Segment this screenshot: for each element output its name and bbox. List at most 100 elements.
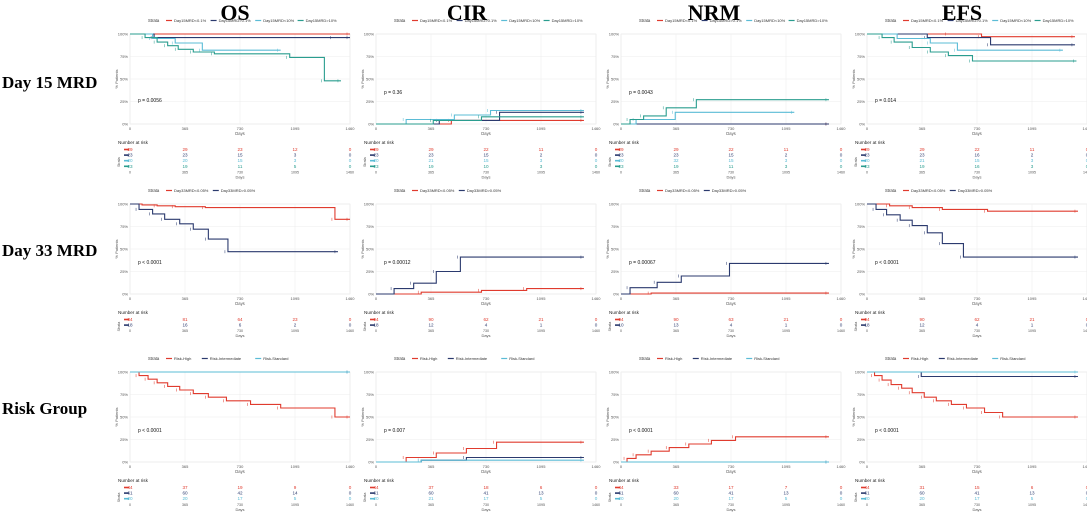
- y-tick-label: 0%: [613, 122, 619, 127]
- risk-count: 0: [1086, 164, 1087, 169]
- risk-count: 0: [595, 317, 598, 322]
- risk-x-label: Days: [235, 174, 244, 179]
- y-axis-label: % Patients: [851, 239, 856, 258]
- risk-x-tick: 0: [375, 170, 377, 174]
- y-tick-label: 0%: [613, 292, 619, 297]
- risk-count: 3: [785, 164, 788, 169]
- risk-count: 0: [595, 164, 598, 169]
- risk-x-label: Days: [235, 507, 244, 512]
- x-tick-label: 0: [866, 126, 869, 131]
- x-tick-label: 730: [483, 126, 490, 131]
- risk-count: 60: [673, 491, 679, 496]
- x-tick-label: 365: [428, 296, 435, 301]
- legend-strata-label: Strata: [148, 188, 160, 193]
- km-panel-1-2: Strata Day33MRD<0.05% Day33MRD>0.05% 0% 25% 5…: [605, 188, 846, 338]
- x-tick-label: 1460: [346, 296, 356, 301]
- x-tick-label: 1460: [1083, 296, 1087, 301]
- legend-entry: Risk-Intermediate: [701, 356, 733, 361]
- risk-x-tick: 365: [673, 329, 679, 333]
- legend-entry: Day15MRD<0.1%: [911, 18, 944, 23]
- y-axis-label: % Patients: [605, 69, 610, 88]
- risk-count: 15: [974, 485, 980, 490]
- risk-count: 44: [127, 485, 133, 490]
- risk-count: 32: [673, 158, 679, 163]
- risk-x-tick: 1460: [592, 329, 600, 333]
- x-tick-label: 1460: [837, 464, 847, 469]
- y-tick-label: 50%: [120, 415, 128, 420]
- km-curve-risk-high: [867, 371, 1078, 418]
- risk-x-label: Days: [481, 174, 490, 179]
- row-title-risk-group: Risk Group: [2, 399, 88, 418]
- risk-count: 42: [237, 491, 243, 496]
- p-value: p = 0.0043: [629, 90, 653, 96]
- km-panel-1-0: Strata Day33MRD<0.05% Day33MRD>0.05% 0% 25% 5…: [114, 188, 355, 338]
- risk-x-tick: 730: [483, 329, 489, 333]
- risk-count: 15: [483, 158, 489, 163]
- y-axis-label: % Patients: [605, 239, 610, 258]
- risk-count: 0: [349, 164, 352, 169]
- risk-table-title: Number at risk: [118, 478, 149, 483]
- km-panel-2-3: Strata Risk-High Risk-Intermediate Risk-Sta…: [851, 356, 1087, 512]
- risk-x-tick: 0: [866, 503, 868, 507]
- p-value: p = 0.0056: [138, 98, 162, 104]
- y-axis-label: % Patients: [114, 407, 119, 426]
- risk-count: 44: [864, 485, 870, 490]
- risk-x-tick: 0: [129, 170, 131, 174]
- risk-x-tick: 1095: [782, 170, 790, 174]
- x-tick-label: 1460: [346, 464, 356, 469]
- x-tick-label: 365: [673, 296, 680, 301]
- legend-entry: Risk-Intermediate: [456, 356, 488, 361]
- y-tick-label: 25%: [611, 269, 619, 274]
- km-curve-day15mrd-10-: [130, 33, 341, 82]
- risk-count: 0: [349, 158, 352, 163]
- x-axis-label: Days: [972, 301, 982, 306]
- risk-count: 23: [673, 153, 679, 158]
- y-tick-label: 50%: [366, 415, 374, 420]
- km-panel-0-0: Strata Day15MRD<0.1% Day15MRD>0.1% Day15MRD…: [114, 18, 355, 179]
- x-tick-label: 0: [129, 126, 132, 131]
- risk-x-tick: 1095: [291, 170, 299, 174]
- risk-x-tick: 365: [182, 170, 188, 174]
- y-tick-label: 25%: [611, 99, 619, 104]
- risk-count: 23: [182, 153, 188, 158]
- risk-count: 15: [483, 153, 489, 158]
- km-curve-day15mrd-10-: [867, 33, 1063, 51]
- risk-count: 23: [864, 153, 870, 158]
- y-tick-label: 100%: [609, 370, 620, 375]
- x-tick-label: 1095: [291, 126, 301, 131]
- risk-count: 1: [1031, 323, 1034, 328]
- risk-count: 23: [919, 153, 925, 158]
- x-tick-label: 1095: [782, 296, 792, 301]
- risk-strata-label: Strata: [117, 157, 121, 167]
- risk-table-title: Number at risk: [609, 478, 640, 483]
- risk-count: 17: [483, 496, 489, 501]
- risk-strata-label: Strata: [854, 322, 858, 332]
- risk-count: 63: [728, 317, 734, 322]
- y-tick-label: 75%: [366, 54, 374, 59]
- risk-count: 1: [785, 323, 788, 328]
- risk-x-tick: 0: [129, 329, 131, 333]
- x-tick-label: 1095: [291, 296, 301, 301]
- risk-count: 12: [292, 147, 298, 152]
- km-curve-day33mrd-0-05-: [867, 203, 1078, 258]
- risk-count: 4: [485, 323, 488, 328]
- risk-count: 3: [294, 153, 297, 158]
- risk-count: 12: [919, 323, 925, 328]
- legend-strata-label: Strata: [885, 188, 897, 193]
- risk-x-tick: 1460: [837, 170, 845, 174]
- risk-count: 3: [540, 158, 543, 163]
- x-tick-label: 1095: [291, 464, 301, 469]
- risk-x-tick: 730: [237, 503, 243, 507]
- y-tick-label: 75%: [857, 224, 865, 229]
- risk-x-tick: 365: [428, 329, 434, 333]
- legend-entry: Risk-Standard: [1000, 356, 1025, 361]
- legend-strata-label: Strata: [885, 356, 897, 361]
- legend-entry: Day33MRD>0.05%: [958, 188, 993, 193]
- risk-x-tick: 1095: [291, 329, 299, 333]
- risk-x-tick: 730: [728, 503, 734, 507]
- risk-count: 18: [483, 485, 489, 490]
- legend-entry: Risk-Standard: [263, 356, 288, 361]
- risk-strata-label: Strata: [363, 157, 367, 167]
- risk-count: 16: [182, 323, 188, 328]
- risk-count: 90: [919, 317, 925, 322]
